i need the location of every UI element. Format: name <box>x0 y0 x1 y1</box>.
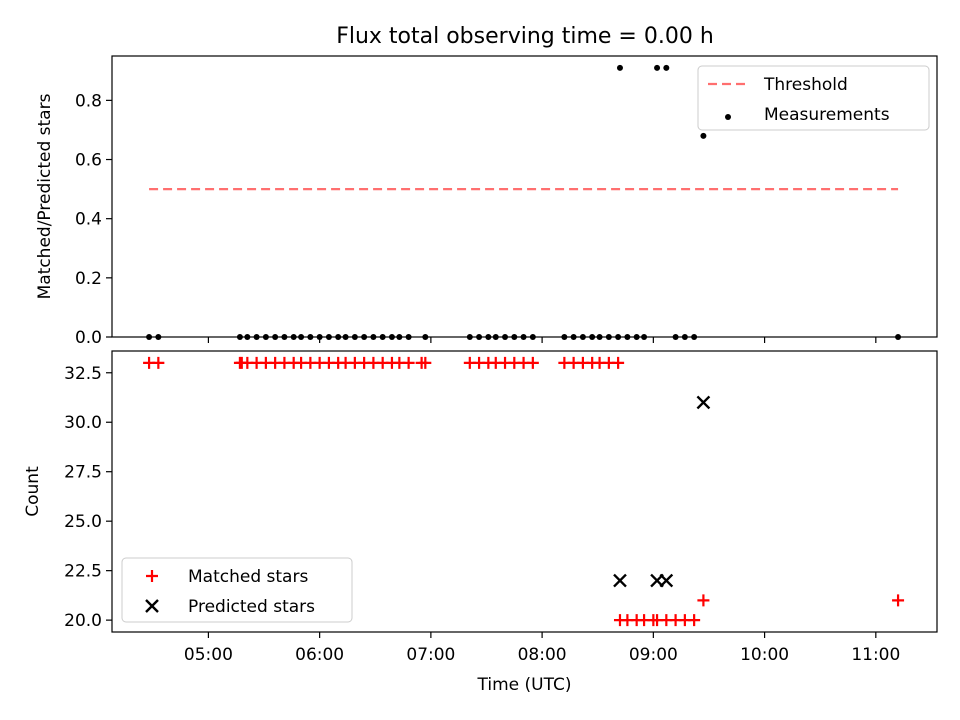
x-tick-label: 08:00 <box>518 645 567 665</box>
y-tick-label: 32.5 <box>64 364 102 384</box>
legend-label: Predicted stars <box>188 597 315 617</box>
legend: Threshold Measurements <box>697 65 930 131</box>
legend-label: Matched stars <box>188 567 308 587</box>
measurement-point <box>700 132 707 139</box>
y-axis-label: Count <box>23 466 43 517</box>
legend-label: Measurements <box>764 105 890 125</box>
top-panel-matched-ratio: 0.0 0.2 0.4 0.6 0.8 Matched/Predicted stars Th… <box>35 55 938 348</box>
y-tick-label: 0.2 <box>75 269 102 289</box>
x-tick-label: 11:00 <box>851 645 900 665</box>
matched-stars-point <box>612 356 625 369</box>
x-tick-label: 07:00 <box>406 645 455 665</box>
y-tick-label: 0.6 <box>75 151 102 171</box>
measurement-point <box>663 64 670 71</box>
matched-stars-point <box>688 614 701 627</box>
y-tick-label: 22.5 <box>64 562 102 582</box>
matched-stars-point <box>892 594 905 607</box>
bottom-panel-counts: 20.0 22.5 25.0 27.5 30.0 32.5 05:00 06:00 07:00 0… <box>23 350 938 695</box>
matched-stars-point <box>419 356 432 369</box>
matched-stars-point <box>402 356 415 369</box>
legend-label: Threshold <box>763 75 848 95</box>
predicted-stars-point <box>696 395 711 410</box>
matched-stars-point <box>152 356 165 369</box>
legend-matched-handle <box>146 570 158 582</box>
legend-box <box>121 557 353 623</box>
y-tick-label: 20.0 <box>64 611 102 631</box>
predicted-stars-point <box>659 573 674 588</box>
legend-measurement-handle <box>725 114 731 120</box>
y-tick-label: 27.5 <box>64 463 102 483</box>
predicted-stars-point <box>613 573 627 588</box>
matched-stars-point <box>697 594 710 607</box>
y-tick-label: 0.0 <box>75 328 102 348</box>
y-tick-label: 0.4 <box>75 210 102 230</box>
legend: Matched stars Predicted stars <box>121 557 353 623</box>
y-tick-label: 25.0 <box>64 512 102 532</box>
y-tick-label: 0.8 <box>75 91 102 111</box>
y-axis-label: Matched/Predicted stars <box>35 93 55 299</box>
y-tick-label: 30.0 <box>64 413 102 433</box>
legend-box <box>697 65 930 131</box>
x-tick-label: 10:00 <box>740 645 789 665</box>
legend-predicted-handle <box>145 599 159 613</box>
axes-frame <box>111 350 938 633</box>
axes-frame <box>111 55 938 338</box>
x-tick-label: 05:00 <box>184 645 233 665</box>
x-tick-label: 09:00 <box>629 645 678 665</box>
x-axis-label: Time (UTC) <box>477 675 572 695</box>
figure-title: Flux total observing time = 0.00 h <box>336 24 714 49</box>
measurement-point <box>654 64 661 71</box>
x-tick-label: 06:00 <box>295 645 344 665</box>
matched-stars-point <box>526 356 539 369</box>
measurement-point <box>616 64 623 71</box>
